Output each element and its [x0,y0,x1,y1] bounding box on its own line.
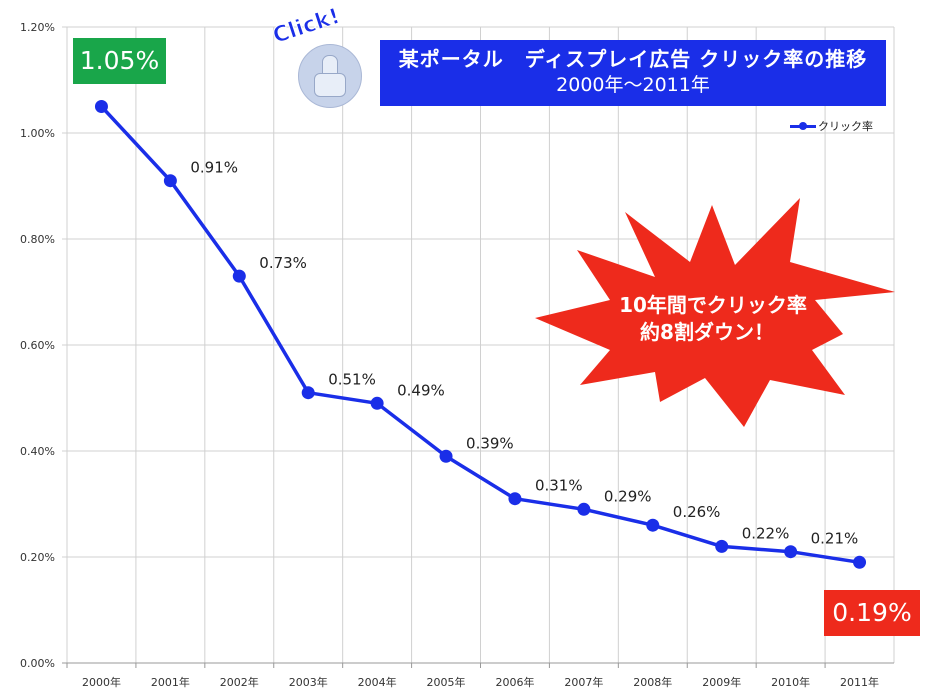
y-axis-ticks: 0.00% 0.20% 0.40% 0.60% 0.80% 1.00% 1.20% [20,21,55,670]
x-tick-label: 2005年 [427,675,466,689]
burst-shape [535,198,895,427]
data-label: 0.49% [397,381,445,399]
series-points [94,100,867,569]
burst-text-line2: 約8割ダウン！ [640,320,774,344]
x-tick-label: 2008年 [633,675,672,689]
data-label: 0.91% [190,159,238,177]
chart-title-line2: 2000年～2011年 [556,74,710,96]
x-tick-label: 2006年 [495,675,534,689]
data-label: 0.31% [535,477,583,495]
data-point [646,518,660,532]
data-point [94,100,108,113]
data-point [370,396,384,410]
end-value-callout: 0.19% [824,590,920,636]
data-point [784,545,798,559]
chart-title-line1: 某ポータル ディスプレイ広告 クリック率の推移 [398,47,868,71]
x-tick-label: 2002年 [220,675,259,689]
data-label: 0.26% [673,503,721,521]
legend-swatch [790,121,816,131]
x-tick-label: 2009年 [702,675,741,689]
legend-label: クリック率 [818,120,873,133]
data-label: 0.39% [466,434,514,452]
y-tick-label: 0.20% [20,551,55,564]
data-point [232,269,246,283]
data-point [163,174,177,188]
x-tick-label: 2004年 [358,675,397,689]
x-axis-ticks: 2000年 2001年 2002年 2003年 2004年 2005年 2006年 2007年… [82,675,879,689]
data-point [715,539,729,553]
burst-callout: 10年間でクリック率 約8割ダウン！ [535,198,895,427]
data-label: 0.22% [742,524,790,542]
data-label: 0.51% [328,371,376,389]
data-point [439,449,453,463]
x-tick-label: 2011年 [840,675,879,689]
data-label: 0.73% [259,254,307,272]
data-point [301,386,315,400]
y-tick-label: 0.80% [20,233,55,246]
y-tick-label: 1.00% [20,127,55,140]
legend: クリック率 [790,118,873,134]
series-line [100,105,860,565]
start-value-callout: 1.05% [73,38,166,84]
burst-text-line1: 10年間でクリック率 [619,293,807,317]
chart-title: 某ポータル ディスプレイ広告 クリック率の推移 2000年～2011年 [380,40,886,106]
series-line-path [100,105,860,565]
data-label: 0.21% [811,530,859,548]
pointing-hand-icon [298,44,362,108]
x-tick-label: 2007年 [564,675,603,689]
x-tick-label: 2001年 [151,675,190,689]
data-label: 0.29% [604,487,652,505]
data-point [853,555,867,569]
x-tick-label: 2003年 [289,675,328,689]
y-tick-label: 0.60% [20,339,55,352]
x-tick-label: 2000年 [82,675,121,689]
grid-lines [62,26,895,668]
data-labels: 0.91% 0.73% 0.51% 0.49% 0.39% 0.31% 0.29% 0.26%… [190,159,858,548]
data-point [577,502,591,516]
x-tick-label: 2010年 [771,675,810,689]
y-tick-label: 1.20% [20,21,55,34]
data-point [508,492,522,506]
y-tick-label: 0.40% [20,445,55,458]
y-tick-label: 0.00% [20,657,55,670]
